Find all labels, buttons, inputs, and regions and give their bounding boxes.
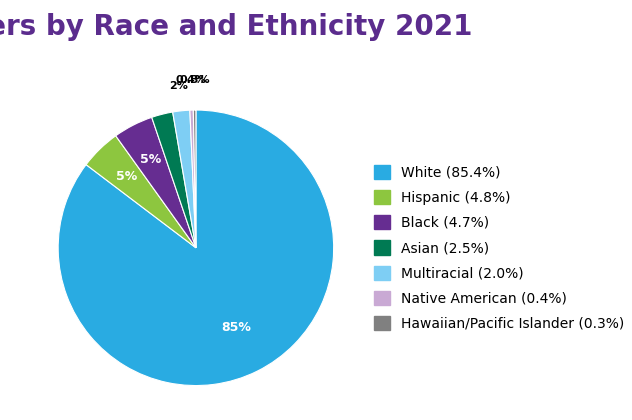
Text: 2%: 2% xyxy=(169,81,188,91)
Text: 0.3%: 0.3% xyxy=(179,75,210,85)
Wedge shape xyxy=(152,112,196,248)
Wedge shape xyxy=(86,136,196,248)
Wedge shape xyxy=(190,110,196,248)
Legend: White (85.4%), Hispanic (4.8%), Black (4.7%), Asian (2.5%), Multiracial (2.0%), : White (85.4%), Hispanic (4.8%), Black (4… xyxy=(374,165,624,331)
Text: 5%: 5% xyxy=(140,153,161,166)
Wedge shape xyxy=(173,110,196,248)
Text: 0.4%: 0.4% xyxy=(175,75,206,85)
Wedge shape xyxy=(116,117,196,248)
Wedge shape xyxy=(193,110,196,248)
Wedge shape xyxy=(58,110,334,386)
Text: 5%: 5% xyxy=(116,170,137,183)
Text: 85%: 85% xyxy=(221,321,251,334)
Text: Lawyers by Race and Ethnicity 2021: Lawyers by Race and Ethnicity 2021 xyxy=(0,13,472,41)
